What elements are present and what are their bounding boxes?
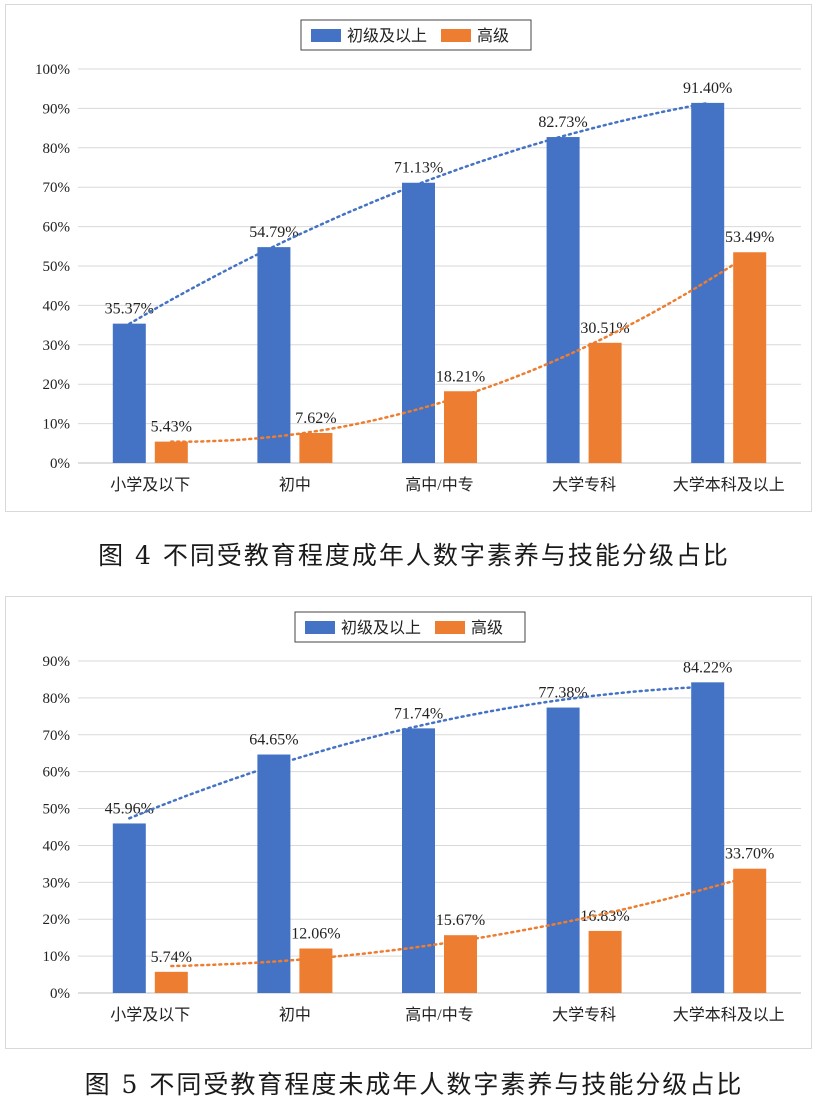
data-label: 91.40% — [683, 80, 732, 97]
legend-swatch — [441, 29, 471, 42]
bar-advanced — [444, 391, 477, 463]
x-tick-label: 初中 — [279, 476, 311, 494]
y-tick-label: 20% — [43, 377, 71, 393]
bar-basic — [546, 137, 580, 463]
y-tick-label: 100% — [35, 62, 70, 78]
data-label: 82.73% — [538, 114, 587, 131]
data-label: 64.65% — [249, 732, 298, 749]
chart-panel-adults: 0% 10% 20% 30% 40% 50% 60% 70% 80% 90% 100% 小学及以下 初中… — [5, 4, 812, 512]
x-tick-label: 大学专科 — [552, 1006, 616, 1024]
bar-basic — [402, 728, 435, 993]
data-label: 15.67% — [436, 912, 485, 929]
bar-advanced — [154, 971, 188, 993]
y-tick-label: 90% — [43, 101, 71, 117]
legend-swatch — [311, 29, 341, 42]
bar-basic — [691, 682, 725, 993]
legend: 初级及以上 高级 — [300, 19, 532, 51]
y-tick-label: 80% — [43, 691, 71, 707]
bar-advanced — [733, 868, 767, 993]
y-tick-label: 50% — [43, 802, 71, 818]
legend: 初级及以上 高级 — [294, 611, 526, 643]
x-tick-label: 初中 — [279, 1006, 311, 1024]
data-label: 33.70% — [725, 846, 774, 863]
data-label: 45.96% — [105, 800, 154, 817]
trendline-basic — [128, 685, 709, 820]
legend-label: 初级及以上 — [341, 619, 421, 637]
x-tick-label: 大学专科 — [552, 476, 616, 494]
legend-label: 高级 — [471, 619, 503, 637]
y-tick-label: 70% — [43, 180, 71, 196]
bar-chart-adults: 0% 10% 20% 30% 40% 50% 60% 70% 80% 90% 100% 小学及以下 初中… — [35, 19, 801, 494]
data-label: 84.22% — [683, 659, 732, 676]
y-tick-label: 40% — [43, 838, 71, 854]
legend-swatch — [435, 621, 465, 634]
y-tick-label: 90% — [43, 654, 71, 670]
data-label: 35.37% — [105, 301, 154, 318]
x-tick-label: 小学及以下 — [110, 476, 190, 494]
y-tick-label: 60% — [43, 765, 71, 781]
chart-panel-minors: 0% 10% 20% 30% 40% 50% 60% 70% 80% 90% 小学及以下 初中 高中/中… — [5, 596, 812, 1049]
figure-caption-5: 图 5 不同受教育程度未成年人数字素养与技能分级占比 — [84, 1070, 744, 1099]
bar-advanced — [154, 441, 188, 463]
data-label: 54.79% — [249, 224, 298, 241]
bar-chart-minors: 0% 10% 20% 30% 40% 50% 60% 70% 80% 90% 小学及以下 初中 高中/中… — [43, 611, 801, 1024]
data-label: 16.83% — [580, 908, 629, 925]
y-tick-label: 0% — [50, 986, 70, 1002]
y-tick-label: 30% — [43, 875, 71, 891]
bar-advanced — [299, 432, 333, 463]
bar-basic — [257, 247, 291, 463]
figure-caption-4: 图 4 不同受教育程度成年人数字素养与技能分级占比 — [98, 541, 730, 570]
y-tick-label: 40% — [43, 298, 71, 314]
data-label: 7.62% — [295, 410, 336, 427]
trendline-advanced — [170, 875, 751, 968]
bar-basic — [691, 102, 725, 463]
plot-area: 0% 10% 20% 30% 40% 50% 60% 70% 80% 90% 100% 小学及以下 初中… — [35, 62, 801, 494]
x-tick-label: 小学及以下 — [110, 1006, 190, 1024]
x-tick-label: 高中/中专 — [405, 476, 473, 494]
bar-basic — [112, 323, 146, 463]
data-label: 18.21% — [436, 368, 485, 385]
y-tick-label: 20% — [43, 912, 71, 928]
y-tick-label: 60% — [43, 220, 71, 236]
trendline-basic — [128, 101, 709, 326]
bar-advanced — [588, 930, 622, 993]
data-label: 53.49% — [725, 229, 774, 246]
bar-advanced — [444, 935, 477, 993]
y-tick-label: 70% — [43, 728, 71, 744]
trendline-advanced — [170, 252, 751, 443]
legend-label: 初级及以上 — [347, 27, 427, 45]
y-tick-label: 80% — [43, 141, 71, 157]
x-tick-label: 大学本科及以上 — [673, 1006, 785, 1024]
y-tick-label: 10% — [43, 417, 71, 433]
x-tick-label: 高中/中专 — [405, 1006, 473, 1024]
plot-area: 0% 10% 20% 30% 40% 50% 60% 70% 80% 90% 小学及以下 初中 高中/中… — [43, 654, 801, 1024]
bar-advanced — [588, 342, 622, 463]
data-label: 71.74% — [394, 705, 443, 722]
y-tick-label: 0% — [50, 456, 70, 472]
bar-basic — [402, 182, 435, 463]
bar-basic — [257, 754, 291, 993]
legend-label: 高级 — [477, 27, 509, 45]
bar-basic — [112, 823, 146, 993]
y-tick-label: 30% — [43, 338, 71, 354]
y-tick-label: 10% — [43, 949, 71, 965]
data-label: 71.13% — [394, 160, 443, 177]
x-tick-label: 大学本科及以上 — [673, 476, 785, 494]
legend-swatch — [305, 621, 335, 634]
data-label: 12.06% — [291, 926, 340, 943]
bar-basic — [546, 707, 580, 993]
y-tick-label: 50% — [43, 259, 71, 275]
data-label: 5.43% — [151, 419, 192, 436]
bar-advanced — [733, 252, 767, 463]
data-label: 5.74% — [151, 949, 192, 966]
bar-advanced — [299, 948, 333, 993]
